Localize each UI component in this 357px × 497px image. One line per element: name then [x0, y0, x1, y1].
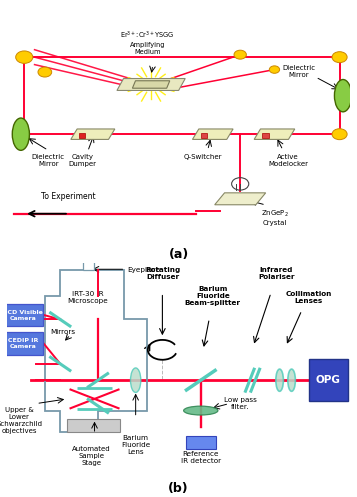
- Text: Er$^{3+}$:Cr$^{3+}$YSGG
Amplifying
Medium: Er$^{3+}$:Cr$^{3+}$YSGG Amplifying Mediu…: [121, 30, 175, 55]
- Circle shape: [332, 129, 347, 140]
- Bar: [262, 133, 268, 138]
- Text: Dielectric
Mirror: Dielectric Mirror: [282, 65, 315, 78]
- Text: Eyepiece: Eyepiece: [127, 267, 160, 273]
- Text: Rotating
Diffuser: Rotating Diffuser: [145, 267, 181, 280]
- Polygon shape: [192, 129, 233, 139]
- Ellipse shape: [131, 368, 141, 393]
- Text: Upper &
Lower
Schwarzchild
objectives: Upper & Lower Schwarzchild objectives: [0, 407, 42, 434]
- Bar: [201, 133, 207, 138]
- Text: Low pass
filter.: Low pass filter.: [224, 397, 257, 410]
- Polygon shape: [215, 193, 266, 205]
- Bar: [4, 304, 43, 327]
- Text: Mirrors: Mirrors: [51, 329, 76, 335]
- Text: IRT-30 IR
Microscope: IRT-30 IR Microscope: [67, 291, 108, 305]
- Text: Infrared
Polariser: Infrared Polariser: [258, 267, 295, 280]
- Bar: [83, 257, 94, 270]
- Ellipse shape: [335, 80, 352, 112]
- Text: CEDIP IR
Camera: CEDIP IR Camera: [8, 338, 39, 349]
- Text: Dielectric
Mirror: Dielectric Mirror: [32, 154, 65, 167]
- Circle shape: [38, 67, 52, 77]
- Text: OPG: OPG: [316, 375, 341, 385]
- Text: To Experiment: To Experiment: [41, 192, 96, 201]
- Text: Automated
Sample
Stage: Automated Sample Stage: [72, 446, 110, 466]
- Polygon shape: [254, 129, 295, 139]
- Text: (b): (b): [168, 482, 189, 495]
- Text: Reference
IR detector: Reference IR detector: [181, 451, 221, 465]
- Text: Active
Modelocker: Active Modelocker: [268, 154, 308, 167]
- Circle shape: [332, 52, 347, 63]
- Polygon shape: [132, 81, 170, 88]
- Bar: [309, 359, 348, 401]
- Ellipse shape: [12, 118, 29, 150]
- Circle shape: [16, 51, 33, 63]
- Ellipse shape: [183, 406, 218, 415]
- Bar: [4, 332, 43, 354]
- Text: Cavity
Dumper: Cavity Dumper: [69, 154, 96, 167]
- Bar: [186, 435, 216, 449]
- Circle shape: [269, 66, 280, 74]
- Circle shape: [234, 50, 246, 59]
- Text: Barium
Fluoride
Lens: Barium Fluoride Lens: [121, 435, 150, 455]
- Polygon shape: [71, 129, 115, 139]
- Text: ZnGeP$_2$
Crystal: ZnGeP$_2$ Crystal: [261, 209, 288, 226]
- Ellipse shape: [288, 369, 295, 391]
- Text: Collimation
Lenses: Collimation Lenses: [286, 291, 332, 305]
- Bar: [79, 133, 85, 138]
- Text: Q-Switcher: Q-Switcher: [183, 154, 222, 160]
- Text: Barium
Fluoride
Beam-splitter: Barium Fluoride Beam-splitter: [185, 286, 241, 306]
- Text: (a): (a): [169, 248, 188, 261]
- Polygon shape: [117, 79, 185, 90]
- Bar: [67, 419, 120, 431]
- Ellipse shape: [276, 369, 283, 391]
- Text: CCD Visible
Camera: CCD Visible Camera: [3, 310, 43, 321]
